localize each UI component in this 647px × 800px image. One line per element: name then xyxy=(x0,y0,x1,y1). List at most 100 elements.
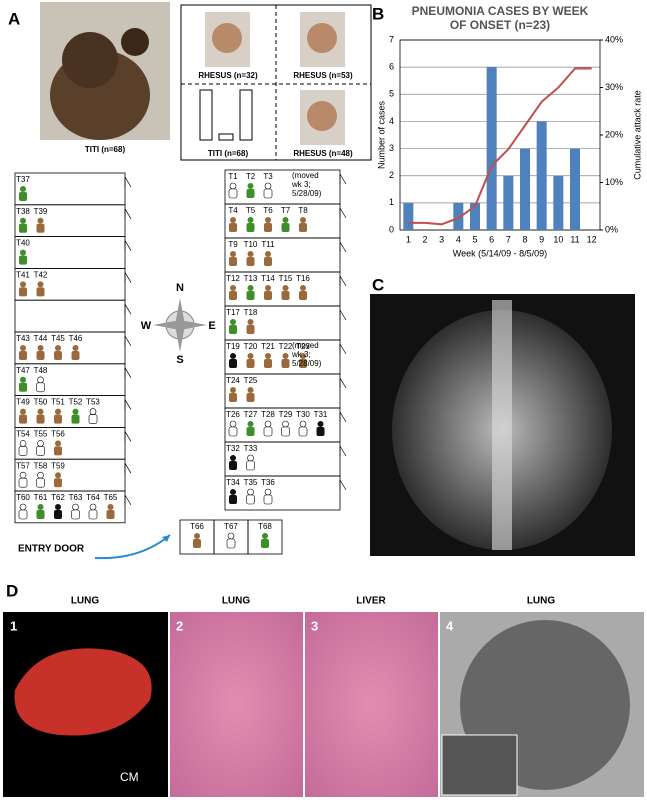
panel-label: D xyxy=(6,581,18,600)
animal-body xyxy=(264,291,272,300)
animal-head xyxy=(20,345,26,351)
animal-head xyxy=(247,454,254,462)
animal-body xyxy=(19,192,27,201)
animal-body xyxy=(36,223,45,233)
cage-label: T51 xyxy=(51,398,65,407)
cage-label: T26 xyxy=(226,410,240,419)
x-tick-label: 1 xyxy=(406,234,411,244)
histology xyxy=(170,612,303,797)
cage xyxy=(14,363,126,396)
cage-label: T53 xyxy=(86,398,100,407)
cage-label: T11 xyxy=(261,240,275,249)
rhesus-photos xyxy=(199,12,345,145)
cage-label: T60 xyxy=(16,493,30,502)
animal-head xyxy=(230,285,236,291)
cage-label: T21 xyxy=(261,342,275,351)
animal-head xyxy=(37,281,44,288)
x-tick-label: 11 xyxy=(570,234,579,244)
animal-body xyxy=(19,351,27,360)
animal-head xyxy=(264,488,272,496)
cage-label: T37 xyxy=(16,175,30,184)
x-tick-label: 4 xyxy=(456,234,461,244)
cage-label: T33 xyxy=(244,444,258,453)
cage-label: T55 xyxy=(34,430,48,439)
y-tick-label: 2 xyxy=(389,170,394,180)
header: LIVER xyxy=(356,596,386,607)
y-tick-label: 4 xyxy=(389,116,394,126)
y2-tick-label: 40% xyxy=(605,34,623,44)
animal-body xyxy=(229,291,237,300)
cage-label: T23 xyxy=(296,342,310,351)
compass-label: N xyxy=(176,282,184,294)
bar xyxy=(520,148,530,230)
animal-body xyxy=(36,414,45,424)
cage-label: T27 xyxy=(244,410,258,419)
cage-hook xyxy=(124,367,132,378)
animal-head xyxy=(20,186,26,192)
animal-head xyxy=(72,503,79,511)
animal-body xyxy=(18,446,28,456)
cage-label: T35 xyxy=(244,478,258,487)
animal-head xyxy=(230,455,236,461)
compass-label: W xyxy=(141,320,152,332)
cage-hook xyxy=(339,173,347,185)
animal-head xyxy=(55,504,61,510)
cage-label: T67 xyxy=(224,522,238,531)
animal-head xyxy=(230,319,236,325)
chart-title: PNEUMONIA CASES BY WEEK OF ONSET (n=23) xyxy=(411,4,589,32)
quadrant-label: RHESUS (n=32) xyxy=(198,71,258,80)
arrow-head xyxy=(162,535,170,542)
cage xyxy=(14,267,126,301)
animal-body xyxy=(246,291,255,300)
animal-body xyxy=(264,223,272,232)
animal-body xyxy=(71,509,80,520)
subpanel-number: 3 xyxy=(311,618,318,633)
bar xyxy=(403,202,414,230)
animal-body xyxy=(193,539,201,548)
animal-body xyxy=(36,446,45,456)
cage-label: T20 xyxy=(244,342,258,351)
animal-body xyxy=(246,494,255,505)
cage-hook xyxy=(339,343,347,355)
y-axis-label: Number of cases xyxy=(376,100,386,169)
cage-label: T31 xyxy=(314,410,328,419)
animal-head xyxy=(264,420,272,428)
animal-body xyxy=(246,189,255,198)
animal-head xyxy=(37,376,44,384)
animal-body xyxy=(281,426,290,437)
note: wk 3; xyxy=(291,180,311,189)
cage-hook xyxy=(339,377,347,389)
animal-body xyxy=(106,510,115,519)
cage xyxy=(224,169,341,205)
cage-label: T65 xyxy=(104,493,118,502)
animal-head xyxy=(37,504,44,510)
bar xyxy=(503,175,514,230)
animal-body xyxy=(246,393,255,402)
cage-label: T49 xyxy=(16,398,30,407)
animal-body xyxy=(36,510,45,519)
x-tick-label: 6 xyxy=(489,234,494,244)
animal-head xyxy=(282,353,289,359)
animal-head xyxy=(247,421,254,427)
animal-head xyxy=(265,285,271,291)
animal-body xyxy=(263,494,273,505)
xray-spine xyxy=(492,300,512,550)
arrow xyxy=(94,534,171,560)
animal-head xyxy=(107,504,114,510)
animal-body xyxy=(19,382,27,392)
cage xyxy=(224,475,341,511)
animal-body xyxy=(229,393,237,402)
cage xyxy=(224,305,341,341)
cage-label: T43 xyxy=(16,334,30,343)
scale-label: CM xyxy=(120,770,139,784)
cage-label: T10 xyxy=(244,240,258,249)
cage-label: T1 xyxy=(228,172,238,181)
x-tick-label: 12 xyxy=(587,234,597,244)
cage-label: T5 xyxy=(246,206,256,215)
animal-body xyxy=(299,223,307,232)
cage-label: T68 xyxy=(258,522,272,531)
header: LUNG xyxy=(527,596,556,607)
x-tick-label: 10 xyxy=(553,234,563,244)
cage-hook xyxy=(124,176,132,188)
